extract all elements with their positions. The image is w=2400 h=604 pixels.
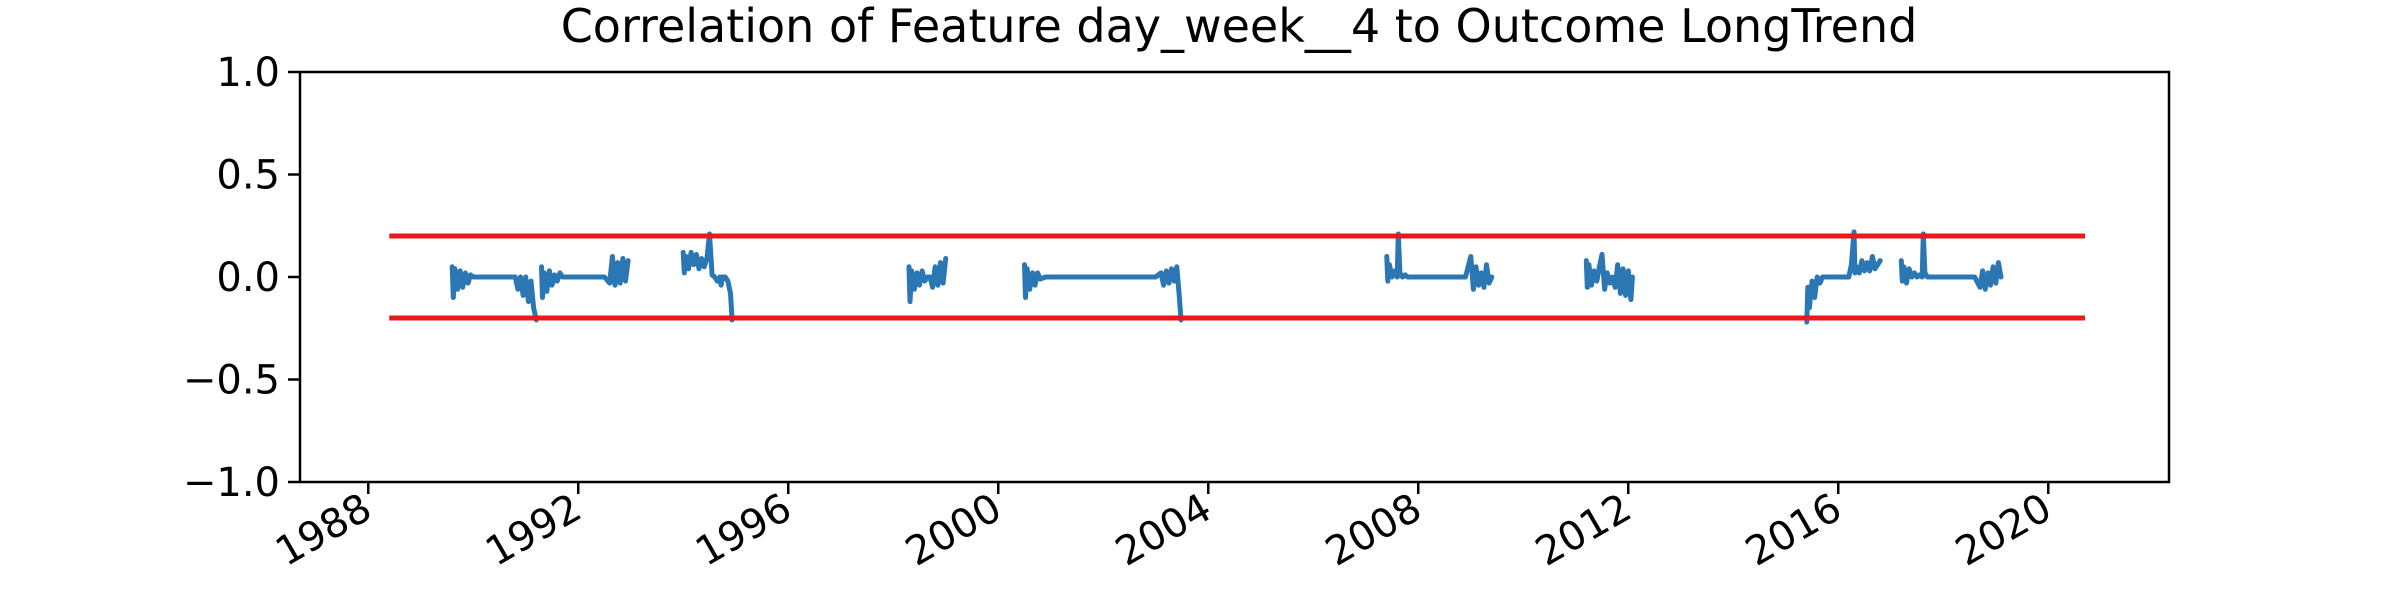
series-0-segment-4	[1022, 262, 1184, 323]
x-axis: 1988 1992 1996 2000 2004 2008 2012 2016 2020	[268, 482, 2059, 576]
x-tick-label: 2012	[1528, 485, 1639, 576]
y-tick-label: 1.0	[216, 50, 280, 96]
series-0-segment-5	[1384, 231, 1495, 292]
plot-area	[389, 229, 2085, 325]
x-tick-label: 2020	[1948, 485, 2059, 576]
y-tick-label: 0.5	[216, 153, 280, 199]
x-tick-label: 1988	[268, 485, 379, 576]
x-tick-label: 2008	[1318, 485, 1429, 576]
series-0-segment-2	[680, 231, 735, 323]
y-tick-label: −1.0	[183, 460, 280, 506]
x-tick-label: 2016	[1738, 485, 1849, 576]
x-tick-label: 2000	[898, 485, 1009, 576]
y-tick-label: 0.0	[216, 255, 280, 301]
y-tick-label: −0.5	[183, 358, 280, 404]
x-tick-label: 1996	[688, 485, 799, 576]
series-0-segment-7	[1804, 229, 1883, 325]
x-tick-label: 2004	[1108, 485, 1219, 576]
chart-title: Correlation of Feature day_week__4 to Ou…	[561, 0, 1918, 53]
x-tick-label: 1992	[478, 485, 589, 576]
series-0-segment-1	[539, 254, 631, 300]
y-axis: 1.0 0.5 0.0 −0.5 −1.0	[183, 50, 300, 506]
series-0-segment-8	[1898, 231, 2004, 292]
series-0-segment-6	[1583, 251, 1635, 303]
series-0-segment-0	[449, 264, 539, 323]
series-0-segment-3	[906, 256, 949, 305]
